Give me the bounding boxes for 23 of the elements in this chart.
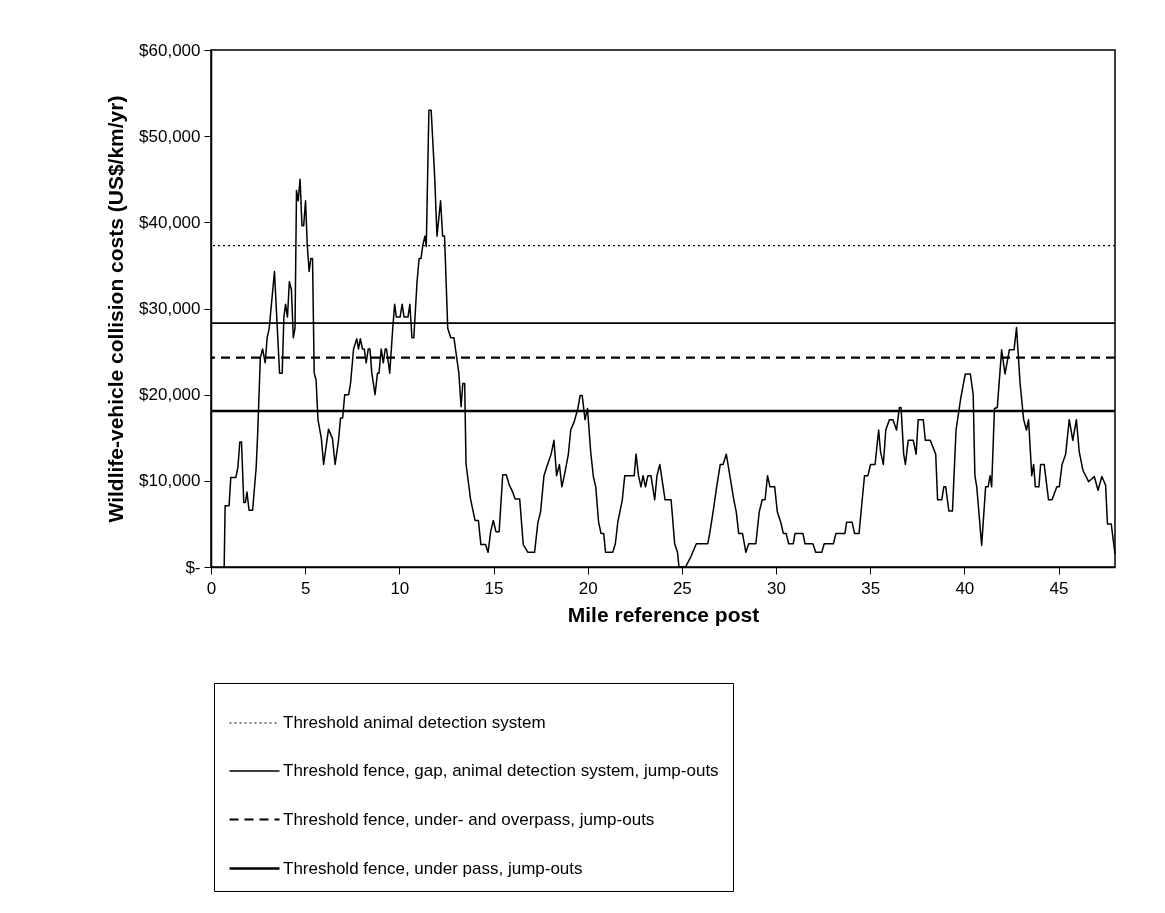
x-tick-label: 30 bbox=[767, 578, 786, 598]
x-axis-title: Mile reference post bbox=[567, 602, 760, 626]
y-tick-label: $10,000 bbox=[139, 471, 201, 491]
y-tick-label: $50,000 bbox=[139, 126, 201, 146]
x-tick-label: 45 bbox=[1049, 578, 1069, 598]
x-tick-label: 15 bbox=[484, 578, 504, 598]
y-axis-title: Wildlife-vehicle collision costs (US$/km/yr) bbox=[104, 95, 128, 523]
legend-label: Threshold animal detection system bbox=[283, 713, 546, 732]
legend-label: Threshold fence, under- and overpass, jump-outs bbox=[283, 809, 655, 829]
x-tick-label: 5 bbox=[300, 578, 311, 598]
y-tick-label: $60,000 bbox=[139, 40, 201, 60]
legend-label: Threshold fence, under pass, jump-outs bbox=[283, 858, 583, 878]
x-tick-label: 25 bbox=[672, 578, 692, 598]
legend-label: Threshold fence, gap, animal detection system, jump-outs bbox=[283, 761, 719, 780]
x-tick-label: 35 bbox=[861, 578, 881, 598]
x-tick-label: 40 bbox=[955, 578, 975, 598]
y-tick-label: $- bbox=[185, 557, 201, 577]
x-tick-label: 20 bbox=[578, 578, 598, 598]
x-tick-label: 10 bbox=[390, 578, 410, 598]
x-tick-label: 0 bbox=[206, 578, 217, 598]
y-tick-label: $20,000 bbox=[139, 385, 201, 405]
y-tick-label: $30,000 bbox=[139, 299, 201, 318]
y-tick-label: $40,000 bbox=[139, 212, 201, 232]
